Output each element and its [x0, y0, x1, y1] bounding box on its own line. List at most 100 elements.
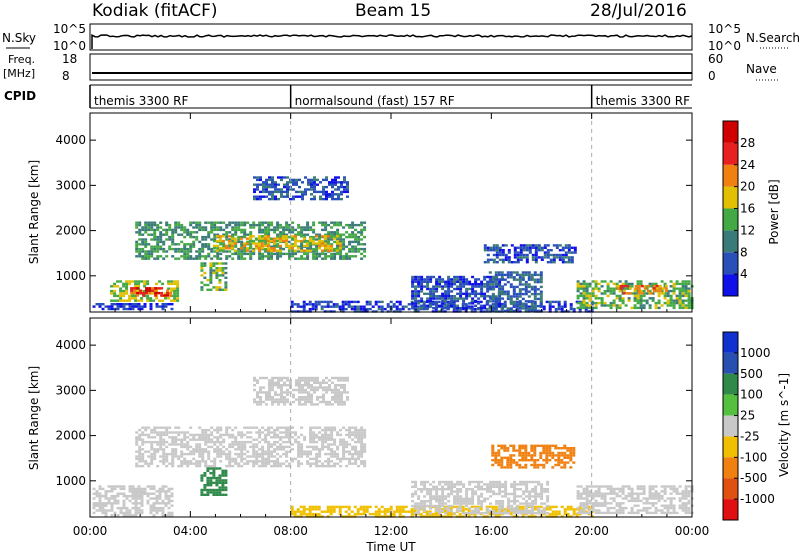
- echo-cell: [536, 309, 540, 313]
- echo-cell: [533, 459, 537, 462]
- echo-cell: [323, 247, 327, 250]
- echo-cell: [264, 243, 268, 246]
- echo-cell: [687, 282, 691, 286]
- echo-cell: [316, 388, 319, 392]
- echo-cell: [204, 245, 208, 248]
- echo-cell: [546, 256, 550, 259]
- echo-cell: [519, 253, 523, 257]
- echo-cell: [149, 504, 153, 507]
- echo-cell: [524, 290, 528, 293]
- echo-cell: [305, 244, 309, 248]
- echo-cell: [465, 280, 469, 283]
- echo-cell: [212, 493, 216, 496]
- echo-cell: [298, 400, 301, 404]
- echo-cell: [201, 438, 205, 441]
- echo-cell: [262, 386, 265, 389]
- echo-cell: [319, 400, 322, 404]
- echo-cell: [204, 431, 208, 434]
- echo-cell: [298, 178, 301, 182]
- echo-cell: [183, 457, 187, 461]
- echo-cell: [167, 297, 171, 300]
- echo-cell: [533, 297, 537, 301]
- echo-cell: [519, 512, 523, 515]
- echo-cell: [131, 297, 135, 300]
- echo-cell: [176, 292, 180, 295]
- echo-cell: [648, 306, 652, 310]
- echo-cell: [687, 297, 691, 300]
- echo-cell: [312, 231, 316, 234]
- echo-cell: [374, 303, 378, 306]
- echo-cell: [362, 307, 366, 311]
- echo-cell: [156, 247, 160, 251]
- echo-cell: [348, 426, 352, 429]
- echo-cell: [524, 307, 528, 310]
- echo-cell: [588, 299, 592, 302]
- echo-cell: [443, 303, 447, 306]
- echo-cell: [292, 188, 295, 191]
- echo-cell: [135, 245, 139, 248]
- echo-cell: [525, 483, 529, 486]
- echo-cell: [243, 457, 247, 461]
- echo-cell: [141, 255, 145, 258]
- echo-cell: [198, 223, 202, 227]
- echo-cell: [477, 502, 481, 505]
- echo-cell: [136, 291, 140, 295]
- echo-cell: [253, 195, 256, 198]
- echo-cell: [498, 492, 502, 496]
- echo-cell: [162, 440, 166, 444]
- echo-cell: [152, 487, 156, 491]
- echo-cell: [237, 431, 241, 434]
- echo-cell: [518, 295, 522, 298]
- echo-cell: [423, 502, 427, 505]
- echo-cell: [213, 233, 217, 236]
- echo-cell: [162, 460, 166, 463]
- echo-cell: [164, 502, 168, 505]
- echo-cell: [548, 505, 552, 509]
- echo-cell: [259, 176, 262, 179]
- echo-cell: [138, 221, 142, 224]
- echo-cell: [162, 433, 166, 437]
- echo-cell: [195, 460, 199, 463]
- echo-cell: [432, 287, 436, 291]
- echo-cell: [540, 488, 544, 491]
- echo-cell: [240, 445, 244, 449]
- echo-cell: [585, 494, 589, 498]
- echo-cell: [307, 384, 310, 387]
- echo-cell: [155, 497, 159, 500]
- echo-cell: [128, 280, 132, 283]
- echo-cell: [309, 436, 313, 439]
- echo-cell: [438, 275, 442, 279]
- echo-cell: [348, 255, 352, 258]
- echo-cell: [495, 480, 499, 484]
- echo-cell: [594, 490, 598, 493]
- echo-cell: [453, 497, 457, 500]
- echo-cell: [283, 185, 286, 189]
- echo-cell: [293, 249, 297, 252]
- echo-cell: [282, 231, 286, 234]
- echo-cell: [210, 438, 214, 441]
- echo-cell: [488, 271, 492, 274]
- echo-cell: [429, 295, 433, 298]
- echo-cell: [345, 255, 349, 258]
- echo-cell: [585, 506, 589, 510]
- echo-cell: [162, 257, 166, 260]
- echo-cell: [681, 304, 685, 307]
- echo-cell: [420, 488, 424, 491]
- echo-cell: [152, 497, 156, 500]
- echo-cell: [198, 455, 202, 458]
- echo-cell: [195, 223, 199, 227]
- echo-cell: [270, 426, 274, 429]
- echo-cell: [658, 287, 662, 290]
- echo-cell: [131, 490, 135, 493]
- echo-cell: [432, 285, 436, 288]
- echo-cell: [315, 457, 319, 461]
- echo-cell: [213, 250, 217, 253]
- echo-cell: [200, 274, 204, 277]
- echo-cell: [170, 492, 174, 495]
- echo-cell: [646, 284, 650, 288]
- echo-cell: [134, 297, 138, 300]
- echo-cell: [234, 228, 238, 232]
- echo-cell: [536, 505, 540, 509]
- echo-cell: [545, 456, 549, 459]
- echo-cell: [414, 297, 418, 300]
